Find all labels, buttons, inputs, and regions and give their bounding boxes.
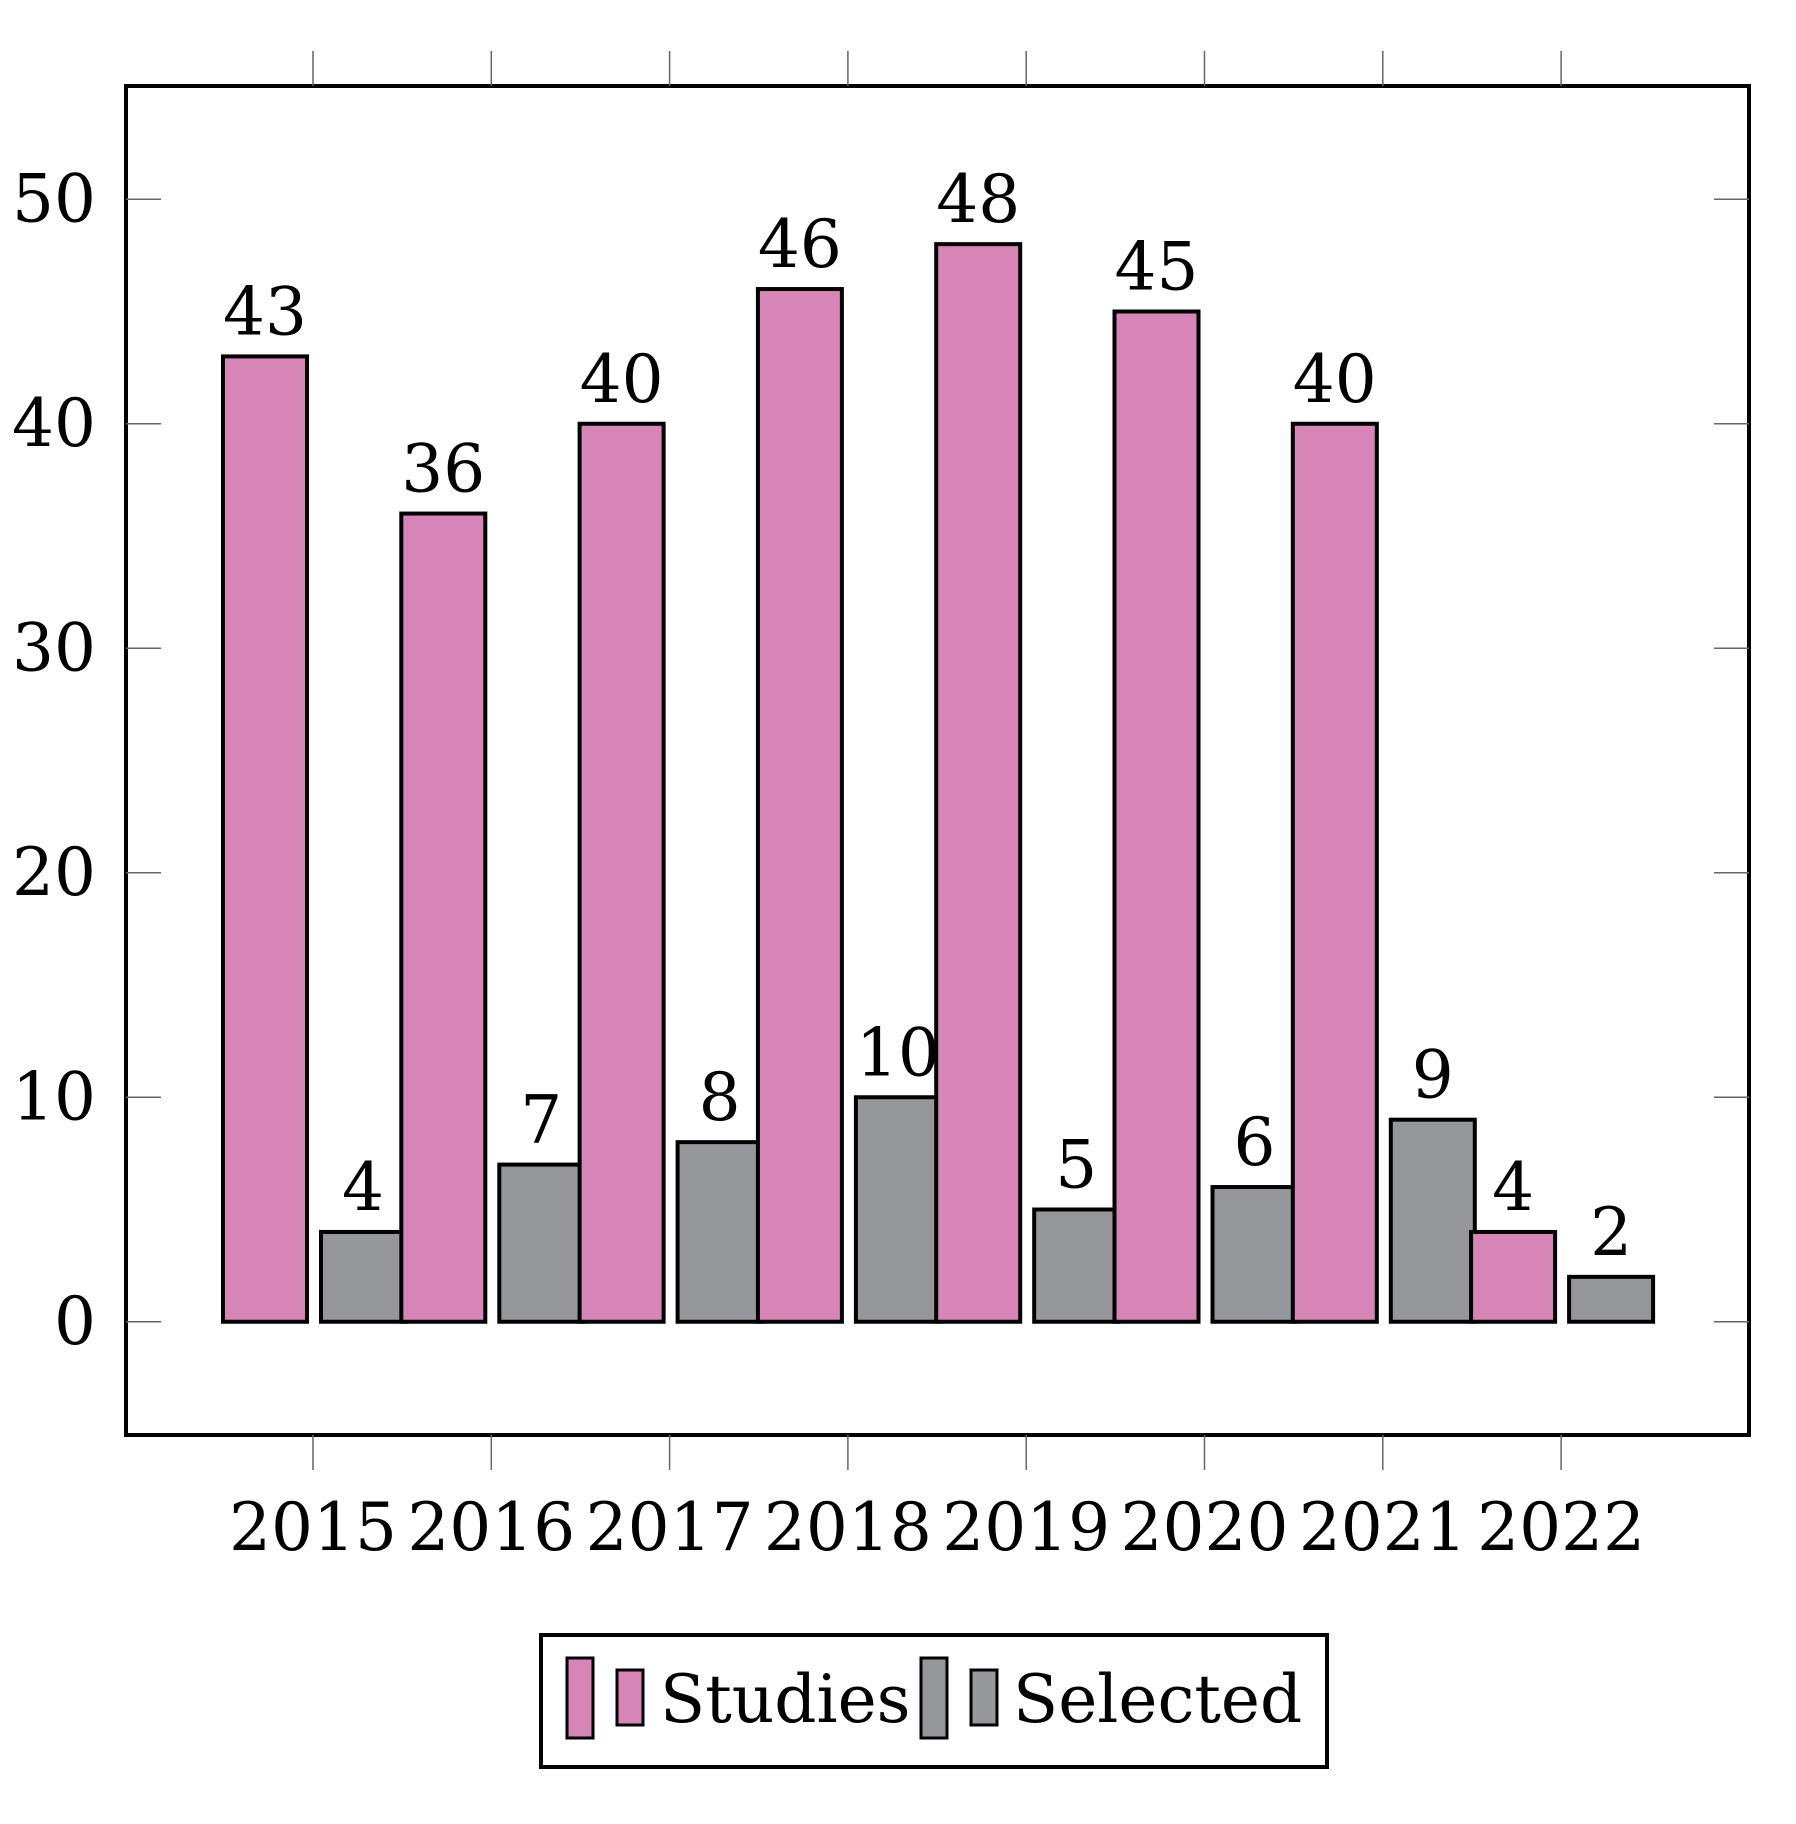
x-tick-label: 2015 <box>229 1489 397 1566</box>
data-label-studies: 43 <box>223 273 307 350</box>
bar-selected <box>1388 1117 1477 1324</box>
x-tick-label: 2022 <box>1477 1489 1645 1566</box>
data-label-selected: 9 <box>1412 1037 1454 1114</box>
x-tick-label: 2017 <box>586 1489 754 1566</box>
bar-studies <box>1112 309 1201 1324</box>
data-label-studies: 48 <box>936 161 1020 238</box>
y-tick-label: 40 <box>12 385 96 462</box>
data-label-studies: 46 <box>758 206 842 283</box>
legend-label-studies: Studies <box>660 1661 911 1738</box>
bar-selected <box>853 1095 942 1324</box>
data-label-studies: 4 <box>1492 1149 1534 1226</box>
legend-swatch-selected <box>919 1656 949 1740</box>
y-tick-label: 0 <box>54 1283 96 1360</box>
bar-studies <box>755 287 844 1324</box>
data-label-studies: 45 <box>1115 229 1199 306</box>
bar-selected <box>675 1140 764 1324</box>
data-label-selected: 6 <box>1234 1104 1276 1181</box>
data-label-selected: 7 <box>520 1082 562 1159</box>
bar-selected <box>497 1162 586 1324</box>
legend-swatch-selected-small <box>969 1668 999 1727</box>
x-tick-label: 2019 <box>942 1489 1110 1566</box>
x-tick-label: 2016 <box>407 1489 575 1566</box>
data-label-studies: 40 <box>580 341 664 418</box>
legend-label-selected: Selected <box>1013 1661 1302 1738</box>
bar-selected <box>319 1229 407 1324</box>
x-tick-label: 2020 <box>1121 1489 1289 1566</box>
plot-frame <box>124 84 1751 1437</box>
x-tick-label: 2021 <box>1299 1489 1467 1566</box>
bar-studies <box>1290 421 1379 1324</box>
data-label-selected: 2 <box>1590 1194 1632 1271</box>
data-label-selected: 4 <box>342 1149 384 1226</box>
data-label-selected: 10 <box>856 1014 940 1091</box>
data-label-selected: 5 <box>1055 1127 1097 1204</box>
legend-swatch-studies-small <box>615 1668 645 1727</box>
bar-selected <box>1567 1274 1656 1324</box>
data-label-selected: 8 <box>699 1059 741 1136</box>
y-tick-label: 20 <box>12 834 96 911</box>
y-tick-label: 50 <box>12 160 96 237</box>
bar-studies <box>399 511 488 1324</box>
bar-studies <box>1469 1229 1558 1324</box>
bar-studies <box>577 421 666 1324</box>
y-tick-label: 30 <box>12 609 96 686</box>
bar-studies <box>221 354 309 1324</box>
x-tick-label: 2018 <box>764 1489 932 1566</box>
data-label-studies: 40 <box>1293 341 1377 418</box>
y-tick-label: 10 <box>12 1058 96 1135</box>
bar-studies <box>934 242 1023 1324</box>
data-label-studies: 36 <box>401 431 485 508</box>
legend-swatch-studies <box>565 1656 595 1740</box>
bar-selected <box>1210 1185 1299 1324</box>
bar-selected <box>1032 1207 1121 1324</box>
